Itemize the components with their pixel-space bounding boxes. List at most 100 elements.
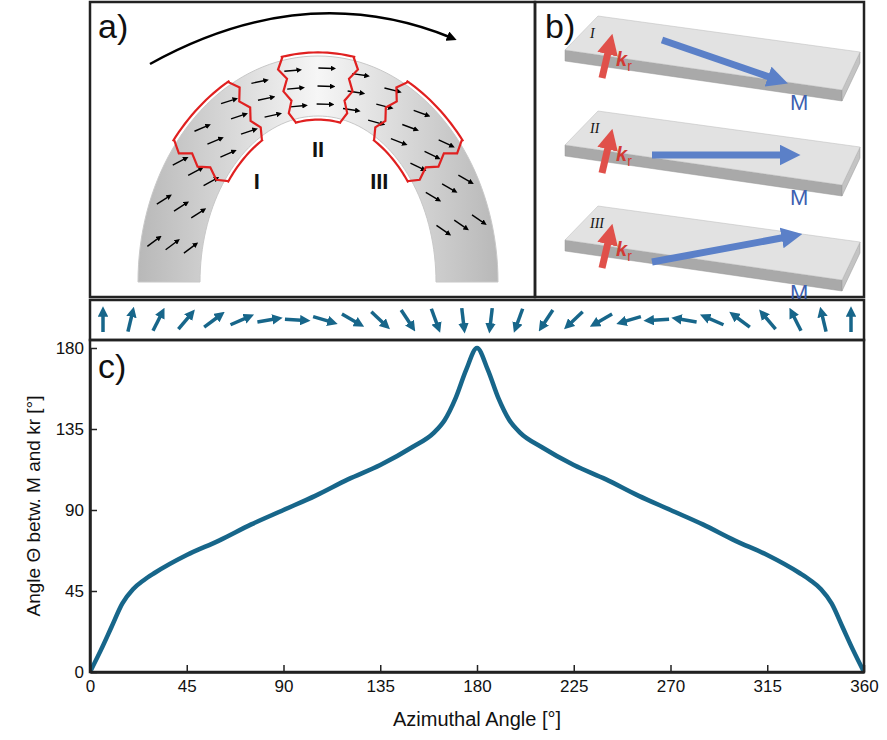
magnetization-arrow — [204, 178, 217, 185]
panel-a-frame — [90, 2, 535, 297]
y-tick: 45 — [65, 582, 97, 601]
arrow-strip — [103, 308, 851, 332]
strip-arrow — [516, 309, 523, 328]
magnetization-arrow — [207, 138, 221, 144]
y-tick: 90 — [65, 501, 97, 520]
rotation-arrow — [150, 13, 452, 64]
x-tick-label: 270 — [657, 677, 685, 696]
strip-arrow — [285, 319, 305, 320]
magnetization-arrow — [231, 114, 245, 119]
x-tick-label: 90 — [275, 677, 294, 696]
strip-arrow — [594, 314, 612, 324]
slab-top — [565, 16, 860, 90]
x-tick: 180 — [463, 665, 491, 696]
strip-arrow — [677, 319, 697, 323]
x-tick-label: 45 — [178, 677, 197, 696]
x-tick-label: 135 — [367, 677, 395, 696]
figure: IIIIIIa)IkrMIIkrMIIIkrMb)045901351802252… — [0, 0, 887, 740]
strip-arrow — [490, 308, 492, 328]
row-label: II — [589, 121, 601, 136]
magnetization-arrow — [241, 129, 255, 134]
strip-arrow — [204, 315, 220, 327]
region-outline — [173, 81, 263, 183]
magnetization-arrow — [173, 158, 186, 165]
x-tick: 225 — [560, 665, 588, 696]
strip-arrow — [257, 319, 277, 323]
region-label: II — [312, 137, 324, 162]
panel-label: c) — [98, 347, 126, 385]
strip-arrow — [542, 310, 553, 327]
magnetization-arrow — [410, 163, 423, 170]
strip-arrow — [792, 312, 801, 330]
strip-arrow — [178, 314, 191, 330]
magnetization-arrow — [442, 184, 455, 192]
region-label: III — [370, 169, 388, 194]
x-tick: 45 — [178, 665, 197, 696]
magnetization-arrow — [425, 151, 439, 157]
y-tick-label: 180 — [56, 339, 84, 358]
magnetization-arrow — [439, 140, 453, 146]
magnetization-arrow — [194, 125, 208, 131]
slab-top — [565, 206, 860, 280]
x-tick: 315 — [754, 665, 782, 696]
x-tick-mark — [574, 665, 576, 672]
k-vector — [602, 234, 610, 268]
y-tick-mark — [90, 348, 97, 350]
y-tick: 180 — [56, 339, 97, 358]
x-tick-mark — [864, 665, 866, 672]
plot-marks — [90, 348, 864, 672]
k-vector — [602, 44, 610, 78]
x-tick-mark — [767, 665, 769, 672]
arch — [138, 56, 498, 282]
x-tick-label: 225 — [560, 677, 588, 696]
magnetization-arrow — [251, 80, 266, 83]
m-label: M — [790, 90, 808, 115]
data-line — [90, 348, 864, 672]
panel-label: a) — [98, 7, 128, 45]
magnetization-arrow — [317, 103, 332, 105]
m-label: M — [790, 185, 808, 210]
magnetization-arrow — [284, 70, 299, 71]
k-vector — [602, 139, 610, 173]
y-tick-mark — [90, 672, 97, 674]
strip-arrow — [431, 309, 438, 328]
region-label: I — [254, 169, 260, 194]
magnetization-arrow — [318, 67, 333, 69]
x-axis: 0 45 90 135 180 225 270 315 360 — [86, 665, 879, 696]
strip-arrow — [821, 312, 826, 332]
strip-arrow — [849, 312, 853, 332]
y-tick: 135 — [56, 420, 97, 439]
magnetization-arrow — [318, 85, 333, 87]
magnetization-arrow — [472, 215, 484, 223]
row-label: III — [589, 216, 605, 231]
x-tick-label: 315 — [754, 677, 782, 696]
magnetization-arrow — [147, 237, 159, 246]
strip-arrow — [568, 312, 583, 326]
y-tick-mark — [90, 591, 97, 593]
magnetization-arrow — [157, 196, 170, 204]
region-outline — [373, 81, 463, 183]
k-subscript: r — [627, 248, 632, 264]
x-tick-label: 0 — [86, 677, 95, 696]
magnetization-arrow — [184, 244, 196, 253]
magnetization-arrow — [454, 220, 466, 229]
y-tick-label: 135 — [56, 420, 84, 439]
y-axis-title: Angle Θ betw. M and kr [°] — [23, 396, 44, 617]
magnetization-arrow — [191, 210, 204, 218]
x-tick: 270 — [657, 665, 685, 696]
magnetization-arrow — [174, 203, 187, 211]
magnetization-arrow — [426, 192, 439, 200]
y-axis: 0 45 90 135 180 — [56, 339, 97, 682]
k-label: kr — [616, 143, 632, 169]
k-label: kr — [616, 48, 632, 74]
strip-arrow — [762, 314, 775, 330]
x-tick: 135 — [367, 665, 395, 696]
magnetization-arrow — [287, 88, 302, 89]
m-vector — [662, 40, 778, 80]
y-tick-label: 0 — [75, 663, 84, 682]
strip-arrow — [371, 312, 386, 326]
strip-arrow — [313, 317, 333, 323]
magnetization-arrow — [265, 114, 280, 117]
row-label: I — [589, 26, 596, 41]
x-tick: 360 — [850, 665, 878, 696]
